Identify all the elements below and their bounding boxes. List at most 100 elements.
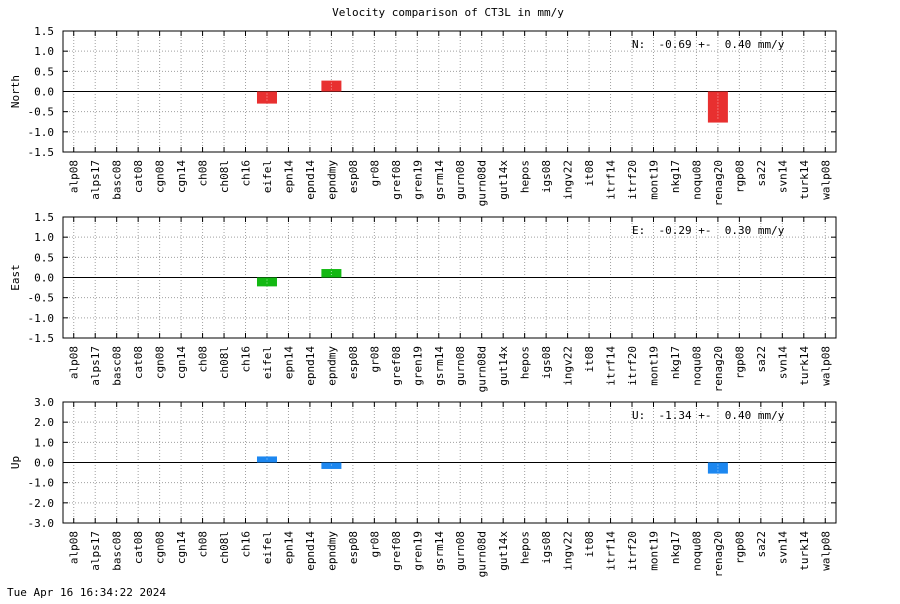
y-tick-label: 1.0 xyxy=(34,436,54,449)
y-tick-label: 3.0 xyxy=(34,396,54,409)
x-tick-label: sa22 xyxy=(755,160,768,187)
x-tick-label: rgp08 xyxy=(733,160,746,193)
x-tick-label: basc08 xyxy=(111,346,124,386)
stats-annotation: N: -0.69 +- 0.40 mm/y xyxy=(632,38,785,51)
x-tick-label: rgp08 xyxy=(733,346,746,379)
x-tick-label: gurn08 xyxy=(454,160,467,200)
x-tick-label: basc08 xyxy=(111,531,124,571)
x-tick-label: hepos xyxy=(519,531,532,564)
x-tick-label: alp08 xyxy=(68,160,81,193)
x-tick-label: hepos xyxy=(519,160,532,193)
bar-north-renag20 xyxy=(707,91,728,123)
x-tick-label: ch08 xyxy=(197,160,210,187)
x-tick-label: eifel xyxy=(261,346,274,379)
x-tick-label: gut14x xyxy=(497,531,510,571)
x-tick-label: esp08 xyxy=(347,531,360,564)
plot-frame xyxy=(62,216,837,339)
x-tick-label: epnd14 xyxy=(304,531,317,571)
x-tick-label: ch08 xyxy=(197,531,210,558)
x-tick-label: gsrm14 xyxy=(433,531,446,571)
x-tick-label: walp08 xyxy=(819,531,832,571)
x-tick-label: igs08 xyxy=(540,160,553,193)
y-tick-label: 2.0 xyxy=(34,416,54,429)
x-tick-label: epnd14 xyxy=(304,346,317,386)
y-tick-label: -1.0 xyxy=(28,312,55,325)
y-tick-label: -1.0 xyxy=(28,477,55,490)
x-tick-label: gsrm14 xyxy=(433,160,446,200)
x-tick-label: renag20 xyxy=(712,346,725,392)
x-tick-label: ch16 xyxy=(240,160,253,187)
y-tick-label: 0.5 xyxy=(34,251,54,264)
x-tick-label: ingv22 xyxy=(562,531,575,571)
x-tick-label: ch16 xyxy=(240,531,253,558)
x-tick-label: igs08 xyxy=(540,531,553,564)
x-tick-label: alps17 xyxy=(89,531,102,571)
x-tick-label: hepos xyxy=(519,346,532,379)
x-tick-label: gurn08 xyxy=(454,346,467,386)
x-tick-label: epn14 xyxy=(282,160,295,193)
x-tick-label: gren19 xyxy=(411,346,424,386)
x-tick-label: it08 xyxy=(583,160,596,187)
x-tick-label: renag20 xyxy=(712,160,725,206)
x-tick-label: gref08 xyxy=(390,346,403,386)
y-axis-label: North xyxy=(9,75,22,108)
x-tick-label: svn14 xyxy=(776,531,789,564)
y-tick-label: 1.5 xyxy=(34,211,54,224)
y-axis-label: Up xyxy=(9,456,22,469)
x-tick-label: gren19 xyxy=(411,531,424,571)
x-tick-label: gurn08d xyxy=(476,160,489,206)
y-tick-label: 0.0 xyxy=(34,457,54,470)
x-tick-label: alp08 xyxy=(68,346,81,379)
footer-timestamp: Tue Apr 16 16:34:22 2024 xyxy=(7,586,166,599)
x-tick-label: mont19 xyxy=(647,346,660,386)
x-tick-label: noqu08 xyxy=(690,346,703,386)
x-tick-label: nkg17 xyxy=(669,346,682,379)
x-tick-label: gurn08d xyxy=(476,531,489,577)
bar-north-eifel xyxy=(256,91,277,104)
panel-north: -1.5 -1.0 -0.5 0.0 0.5 1.0 1.5 alp08 alps17 basc0… xyxy=(9,25,837,206)
y-tick-label: -1.0 xyxy=(28,126,55,139)
x-tick-label: gref08 xyxy=(390,531,403,571)
y-axis-label: East xyxy=(9,264,22,291)
x-tick-label: epndmy xyxy=(325,160,338,200)
x-tick-label: esp08 xyxy=(347,346,360,379)
x-tick-label: gren19 xyxy=(411,160,424,200)
stats-annotation: E: -0.29 +- 0.30 mm/y xyxy=(632,224,785,237)
x-tick-label: cat08 xyxy=(132,160,145,193)
x-tick-label: svn14 xyxy=(776,160,789,193)
bar-up-epndmy xyxy=(321,462,342,469)
bar-east-eifel xyxy=(256,277,277,287)
x-tick-label: renag20 xyxy=(712,531,725,577)
x-tick-label: gr08 xyxy=(368,160,381,187)
y-tick-label: -0.5 xyxy=(28,292,55,305)
panel-east: -1.5 -1.0 -0.5 0.0 0.5 1.0 1.5 alp08 alps17 basc0… xyxy=(9,211,837,392)
x-tick-label: noqu08 xyxy=(690,160,703,200)
x-tick-label: itrf14 xyxy=(605,160,618,200)
x-tick-label: nkg17 xyxy=(669,531,682,564)
x-tick-label: cgn14 xyxy=(175,531,188,564)
panel-up: -3.0 -2.0 -1.0 0.0 1.0 2.0 3.0 alp08 alps17 basc0… xyxy=(9,396,837,577)
x-tick-label: cgn14 xyxy=(175,160,188,193)
x-tick-label: epndmy xyxy=(325,531,338,571)
y-tick-label: -2.0 xyxy=(28,497,55,510)
x-tick-label: it08 xyxy=(583,531,596,558)
x-tick-label: it08 xyxy=(583,346,596,373)
x-tick-label: gut14x xyxy=(497,346,510,386)
x-tick-label: walp08 xyxy=(819,346,832,386)
x-tick-label: sa22 xyxy=(755,531,768,558)
x-tick-label: cat08 xyxy=(132,531,145,564)
x-tick-label: eifel xyxy=(261,160,274,193)
x-tick-label: ch08 xyxy=(197,346,210,373)
x-tick-label: cgn14 xyxy=(175,346,188,379)
x-tick-label: esp08 xyxy=(347,160,360,193)
x-tick-label: ch08l xyxy=(218,160,231,193)
x-tick-label: itrf20 xyxy=(626,160,639,200)
x-tick-label: gut14x xyxy=(497,160,510,200)
x-tick-label: ingv22 xyxy=(562,160,575,200)
x-tick-label: eifel xyxy=(261,531,274,564)
x-tick-label: itrf14 xyxy=(605,346,618,386)
y-tick-label: 0.5 xyxy=(34,65,54,78)
x-tick-label: walp08 xyxy=(819,160,832,200)
